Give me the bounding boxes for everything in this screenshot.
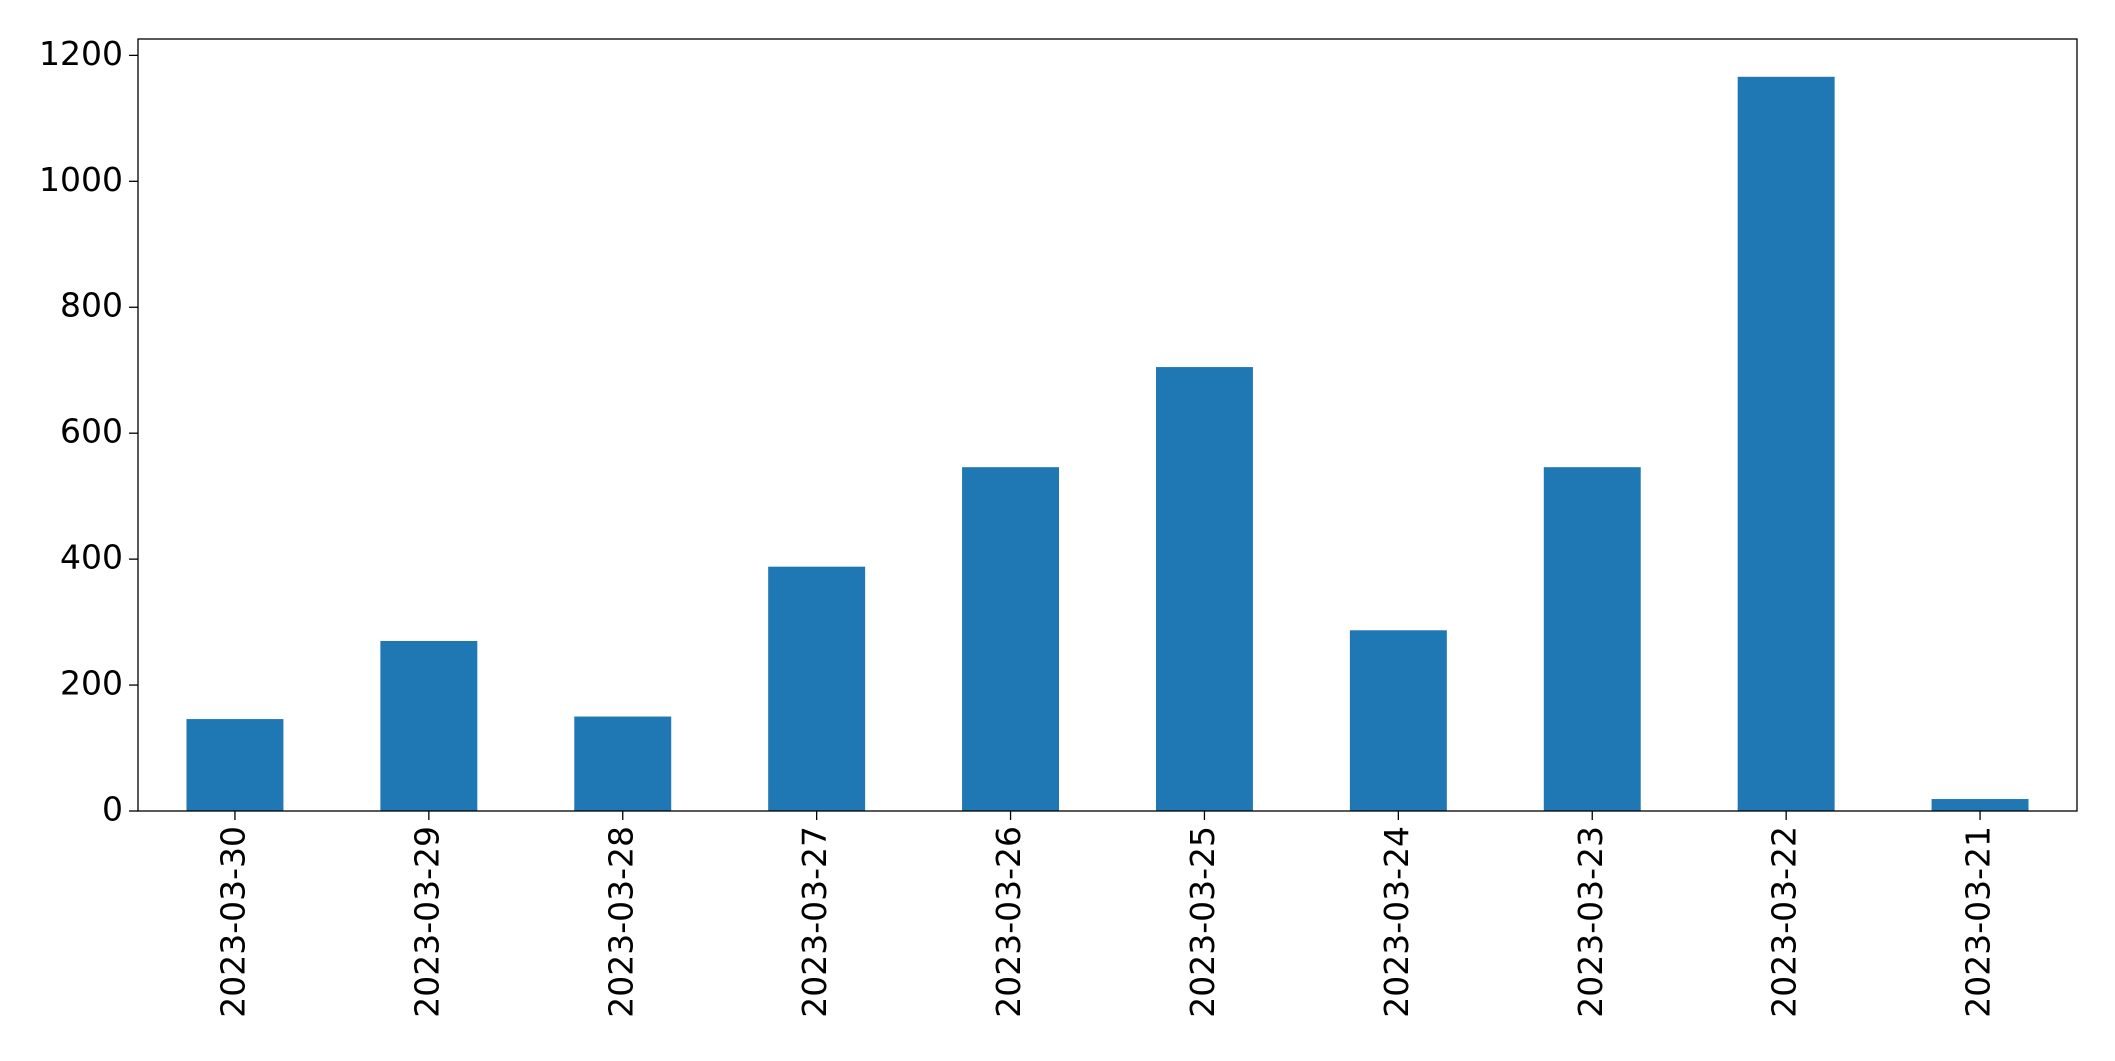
plot-frame [137,38,2078,812]
y-tick-label: 1000 [39,160,123,199]
x-tick-label: 2023-03-25 [1183,826,1222,1018]
bar [1349,630,1447,811]
y-tick-label: 1200 [39,34,123,73]
y-tick-label: 600 [60,412,123,451]
x-tick-label: 2023-03-24 [1377,826,1416,1018]
bar [1155,367,1253,811]
bar [1543,467,1641,811]
y-tick-label: 0 [102,790,123,829]
bar [380,640,478,811]
x-tick-label: 2023-03-29 [407,826,446,1018]
bar [186,719,284,811]
x-tick-label: 2023-03-28 [601,826,640,1018]
x-tick-label: 2023-03-22 [1765,826,1804,1018]
bar [1931,799,2029,811]
bar [768,566,866,811]
y-tick-label: 800 [60,286,123,325]
x-tick-label: 2023-03-26 [989,826,1028,1018]
y-tick-label: 200 [60,664,123,703]
x-tick-label: 2023-03-27 [795,826,834,1018]
bar [1737,76,1835,812]
x-tick-label: 2023-03-23 [1571,826,1610,1018]
x-tick-label: 2023-03-21 [1959,826,1998,1018]
bar [574,716,672,811]
bar [962,467,1060,811]
y-tick-label: 400 [60,538,123,577]
x-tick-label: 2023-03-30 [213,826,252,1018]
